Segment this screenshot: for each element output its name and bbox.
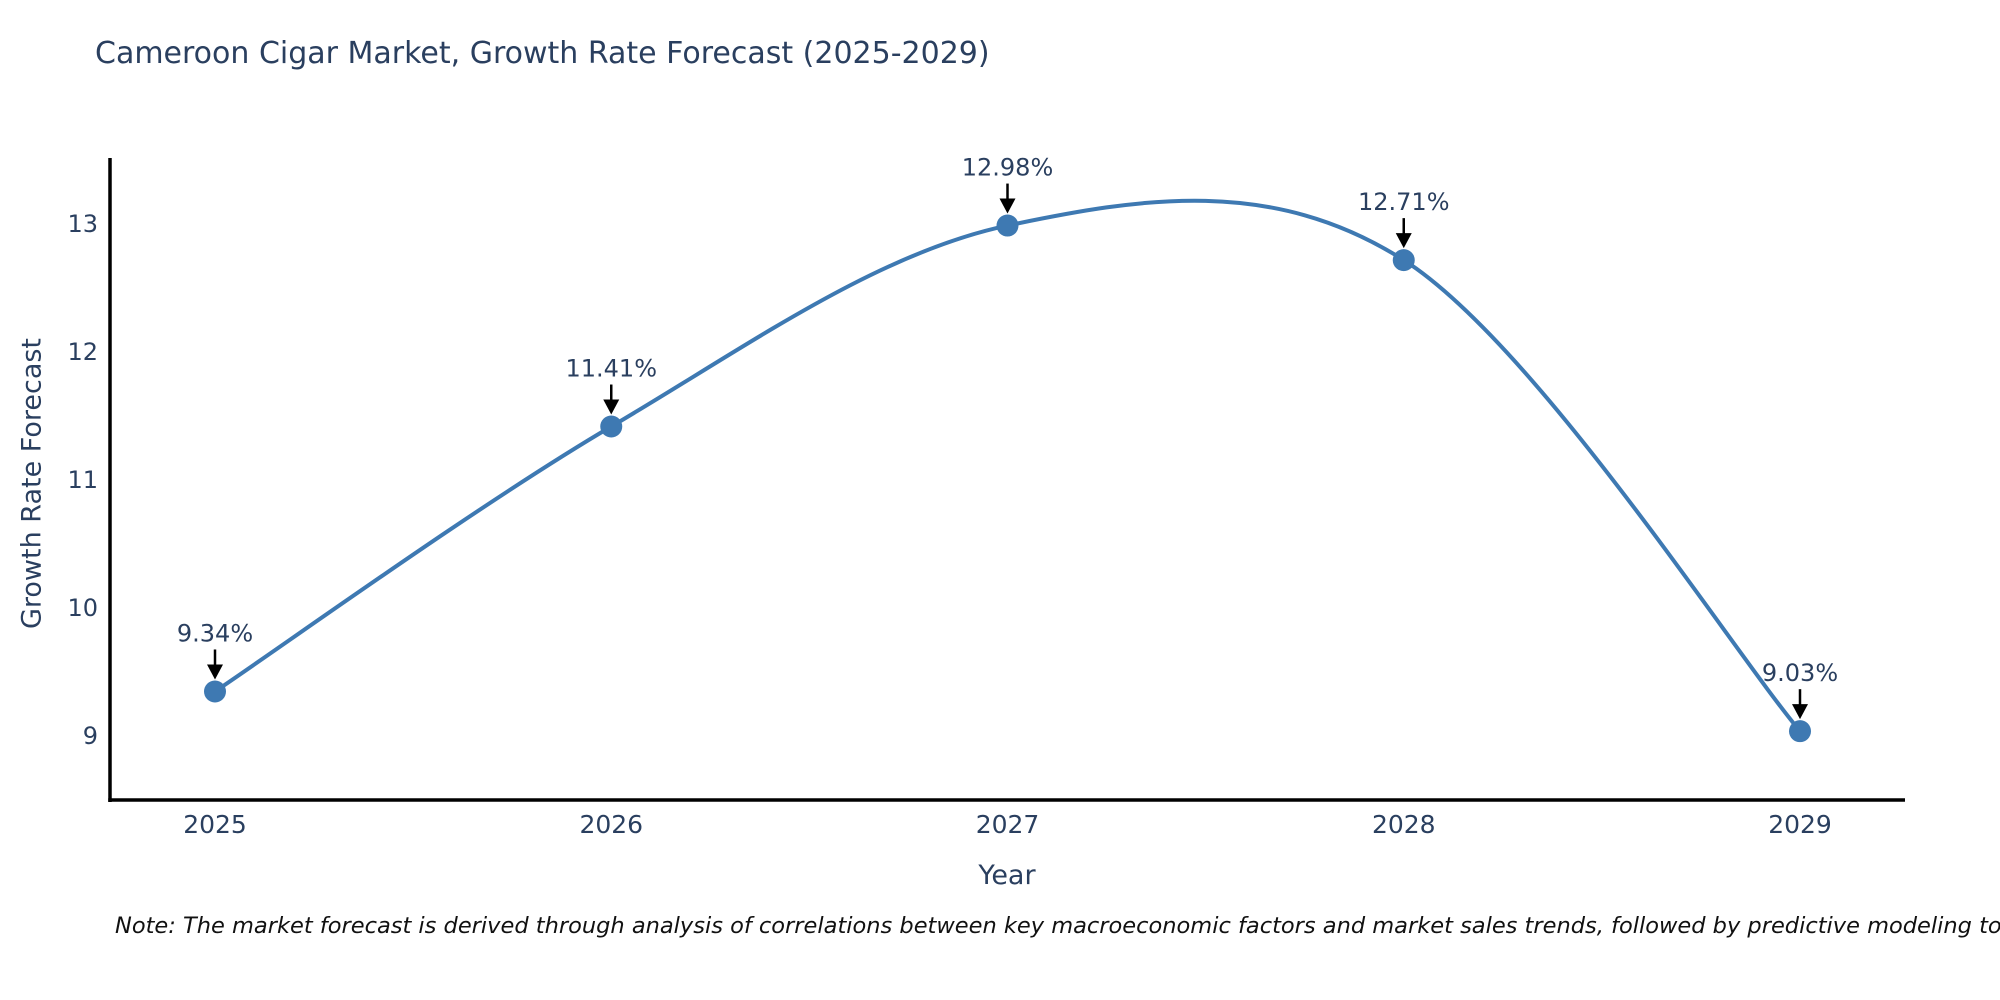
- forecast-line: [213, 198, 1802, 733]
- chart-title: Cameroon Cigar Market, Growth Rate Forec…: [95, 36, 990, 71]
- y-tick-label: 9: [83, 722, 98, 750]
- x-axis-title: Year: [978, 860, 1036, 891]
- point-value-label: 9.34%: [177, 619, 253, 647]
- point-value-label: 9.03%: [1762, 659, 1838, 687]
- x-tick-label: 2027: [976, 810, 1040, 839]
- x-tick-label: 2026: [579, 810, 643, 839]
- annotation-arrowhead-icon: [207, 664, 223, 680]
- annotation-arrowhead-icon: [999, 198, 1016, 214]
- data-point[interactable]: [1789, 720, 1811, 743]
- data-point[interactable]: [600, 415, 623, 438]
- x-tick-label: 2029: [1768, 810, 1832, 839]
- point-value-label: 12.98%: [962, 154, 1054, 182]
- y-tick-label: 10: [67, 594, 98, 622]
- point-value-label: 11.41%: [565, 355, 657, 383]
- x-tick-label: 2028: [1372, 810, 1436, 839]
- annotation-arrowhead-icon: [1792, 704, 1808, 720]
- data-point[interactable]: [204, 680, 226, 703]
- data-point[interactable]: [1392, 249, 1415, 272]
- annotation-arrowhead-icon: [603, 399, 620, 415]
- footnote: Note: The market forecast is derived thr…: [115, 913, 2000, 939]
- x-tick-label: 2025: [183, 810, 247, 839]
- y-tick-label: 13: [67, 210, 98, 238]
- y-tick-label: 12: [67, 338, 98, 366]
- point-value-label: 12.71%: [1358, 188, 1450, 216]
- annotation-arrowhead-icon: [1395, 233, 1412, 249]
- y-tick-label: 11: [67, 466, 98, 494]
- data-point[interactable]: [996, 214, 1019, 237]
